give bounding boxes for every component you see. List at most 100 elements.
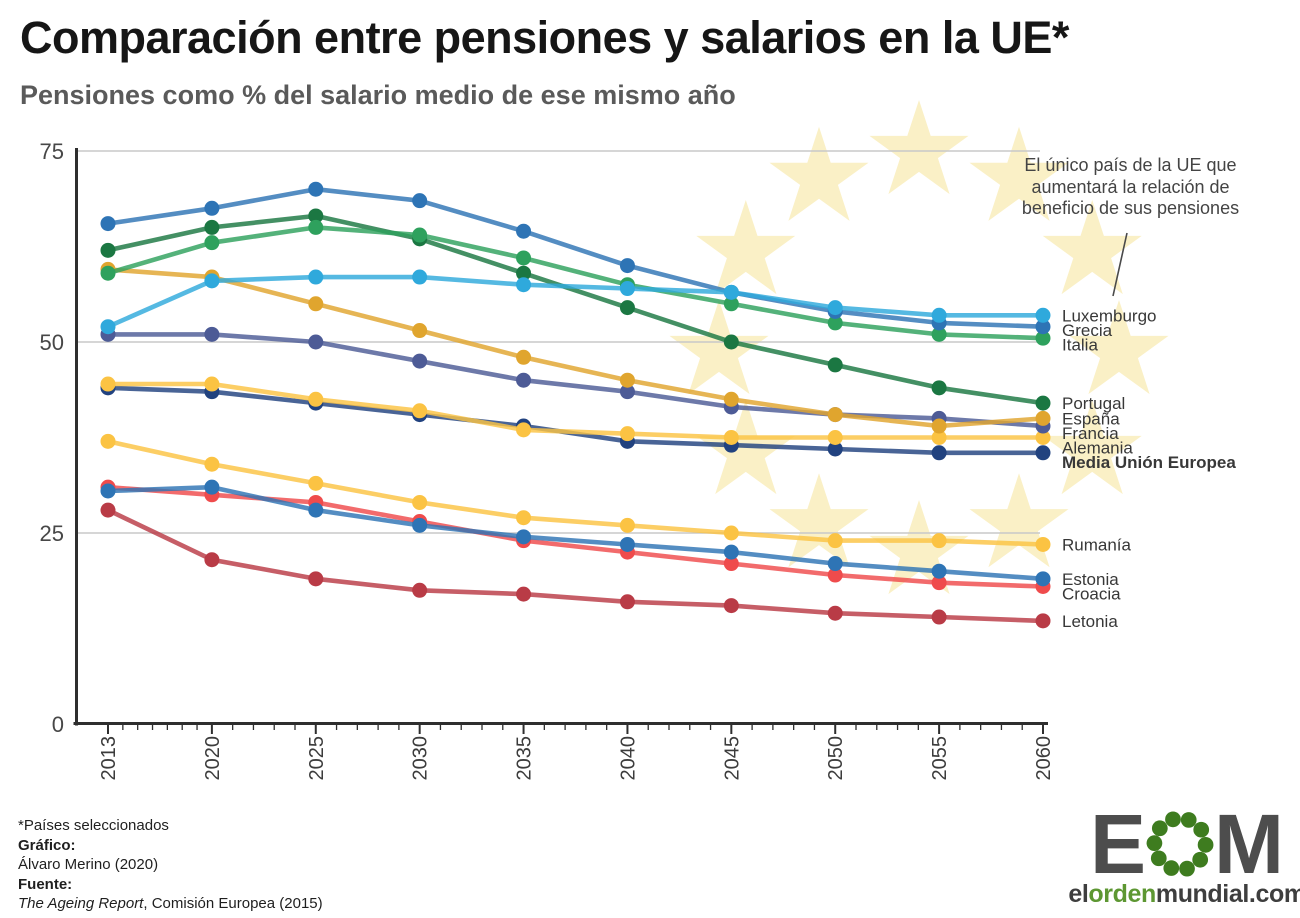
eu-star-icon	[869, 500, 969, 595]
data-point	[100, 502, 116, 518]
data-point	[619, 372, 635, 388]
eu-star-icon	[696, 200, 796, 295]
data-point	[723, 430, 739, 445]
series-line-Rumanía	[107, 439, 1044, 547]
data-point	[308, 502, 324, 518]
data-point	[931, 575, 947, 591]
data-point	[516, 510, 532, 526]
data-point	[827, 430, 843, 445]
fuente-source-rest: , Comisión Europea (2015)	[143, 895, 323, 912]
series-line-Luxemburgo	[107, 274, 1043, 329]
series-line-Italia	[107, 225, 1044, 341]
annotation-pointer-line	[1112, 232, 1128, 297]
page-title: Comparación entre pensiones y salarios e…	[20, 12, 1069, 63]
data-point	[723, 598, 739, 614]
data-point	[931, 418, 947, 434]
logo-o-dot	[1151, 820, 1168, 837]
y-tick-label-50: 50	[40, 330, 64, 355]
data-point	[931, 609, 947, 625]
y-tick-label-75: 75	[40, 139, 64, 164]
data-point	[1035, 395, 1051, 411]
data-point	[1035, 430, 1051, 445]
data-point	[931, 533, 947, 549]
data-point	[931, 380, 947, 396]
data-point	[723, 544, 739, 560]
page-subtitle: Pensiones como % del salario medio de es…	[20, 80, 736, 110]
series-Estonia	[100, 479, 1051, 587]
data-point	[619, 426, 635, 442]
y-tick-label-0: 0	[52, 712, 64, 737]
data-point	[1035, 571, 1051, 587]
chart-annotation: El único país de la UE que aumentará la …	[1021, 155, 1240, 218]
data-point	[1035, 319, 1051, 335]
data-point	[308, 269, 324, 285]
data-point	[516, 223, 532, 239]
data-point	[100, 319, 116, 335]
data-point	[827, 357, 843, 373]
logo-site-mundial: mundial.com	[1155, 880, 1300, 908]
data-point	[516, 586, 532, 602]
x-tick-label-2040: 2040	[617, 736, 639, 781]
data-point	[619, 536, 635, 552]
data-point	[827, 300, 843, 316]
data-point	[204, 200, 220, 216]
data-point	[931, 326, 947, 342]
logo-o-dot	[1165, 811, 1181, 828]
data-point	[516, 250, 532, 266]
x-tick-label-2020: 2020	[202, 736, 224, 781]
data-point	[619, 384, 635, 400]
x-tick-label-2035: 2035	[514, 736, 536, 781]
logo-o-dot	[1163, 860, 1180, 876]
data-point	[619, 300, 635, 316]
data-point	[308, 208, 324, 224]
series-line-Alemania	[108, 381, 1043, 440]
logo-o-dot	[1146, 835, 1163, 852]
eom-logo: E M elordenmundial.com	[1068, 797, 1300, 909]
logo-site-url: elordenmundial.com	[1068, 880, 1300, 909]
logo-o-dot	[1179, 860, 1195, 877]
data-point	[827, 533, 843, 549]
footnote: *Países seleccionados	[18, 817, 169, 834]
data-point	[827, 315, 843, 331]
eom-logo-word: E M	[1089, 797, 1284, 891]
eu-star-icon	[969, 473, 1069, 568]
series-Luxemburgo	[100, 269, 1051, 335]
data-point	[204, 456, 220, 472]
data-point	[1035, 410, 1051, 426]
data-point	[619, 517, 635, 533]
series-line-Letonia	[107, 508, 1044, 624]
series-label-Grecia: Grecia	[1062, 321, 1113, 340]
data-point	[204, 479, 220, 495]
data-point	[931, 445, 947, 461]
series-Portugal	[100, 208, 1051, 411]
data-point	[412, 323, 428, 339]
data-point	[931, 563, 947, 579]
data-point	[723, 556, 739, 572]
data-point	[723, 296, 739, 312]
data-point	[204, 235, 220, 251]
data-point	[412, 494, 428, 510]
data-point	[100, 242, 116, 258]
fuente-source: The Ageing Report, Comisión Europea (201…	[18, 894, 323, 914]
eu-star-icon	[769, 473, 869, 568]
series-Rumanía	[100, 433, 1051, 552]
eu-star-icon	[1042, 200, 1142, 295]
logo-o-dot	[1150, 850, 1167, 867]
series-label-Alemania: Alemania	[1062, 438, 1133, 457]
data-point	[100, 265, 116, 281]
data-point	[931, 307, 947, 323]
series-label-Italia: Italia	[1062, 335, 1098, 354]
x-axis-ticks	[107, 725, 1044, 734]
data-point	[516, 277, 532, 293]
data-point	[516, 349, 532, 365]
y-axis-labels: 0 25 50 75	[40, 139, 64, 737]
eu-star-icon	[969, 126, 1069, 221]
logo-letter-e: E	[1089, 797, 1147, 891]
data-point	[308, 571, 324, 587]
logo-letter-m: M	[1214, 797, 1284, 891]
series-Alemania	[100, 376, 1051, 445]
data-point	[619, 594, 635, 610]
data-point	[412, 353, 428, 369]
data-point	[1035, 307, 1051, 323]
